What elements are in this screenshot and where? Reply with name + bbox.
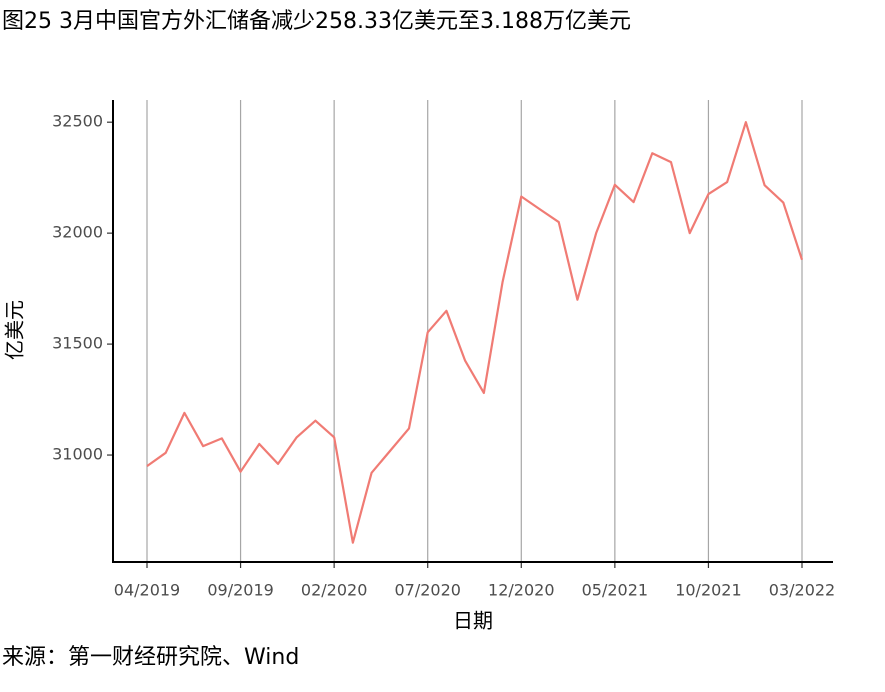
- x-tick-label: 05/2021: [582, 581, 648, 600]
- x-axis-label: 日期: [453, 609, 493, 633]
- y-tick-label: 32000: [52, 223, 103, 242]
- y-tick-label: 32500: [52, 112, 103, 131]
- x-tick-label: 03/2022: [769, 581, 835, 600]
- line: [146, 121, 804, 544]
- x-tick-label: 09/2019: [207, 581, 273, 600]
- source: 来源：第一财经研究院、Wind: [2, 645, 299, 670]
- x-tick-label: 10/2021: [675, 581, 741, 600]
- x-tick-label: 12/2020: [488, 581, 554, 600]
- x-tick-label: 04/2019: [114, 581, 180, 600]
- x-tick-label: 07/2020: [394, 581, 460, 600]
- chart-title: 图25 3月中国官方外汇储备减少258.33亿美元至3.188万亿美元: [2, 9, 631, 34]
- y-tick-label: 31500: [52, 334, 103, 353]
- y-tick-label: 31000: [52, 445, 103, 464]
- y-axis-label: 亿美元: [3, 300, 27, 360]
- x-tick-label: 02/2020: [301, 581, 367, 600]
